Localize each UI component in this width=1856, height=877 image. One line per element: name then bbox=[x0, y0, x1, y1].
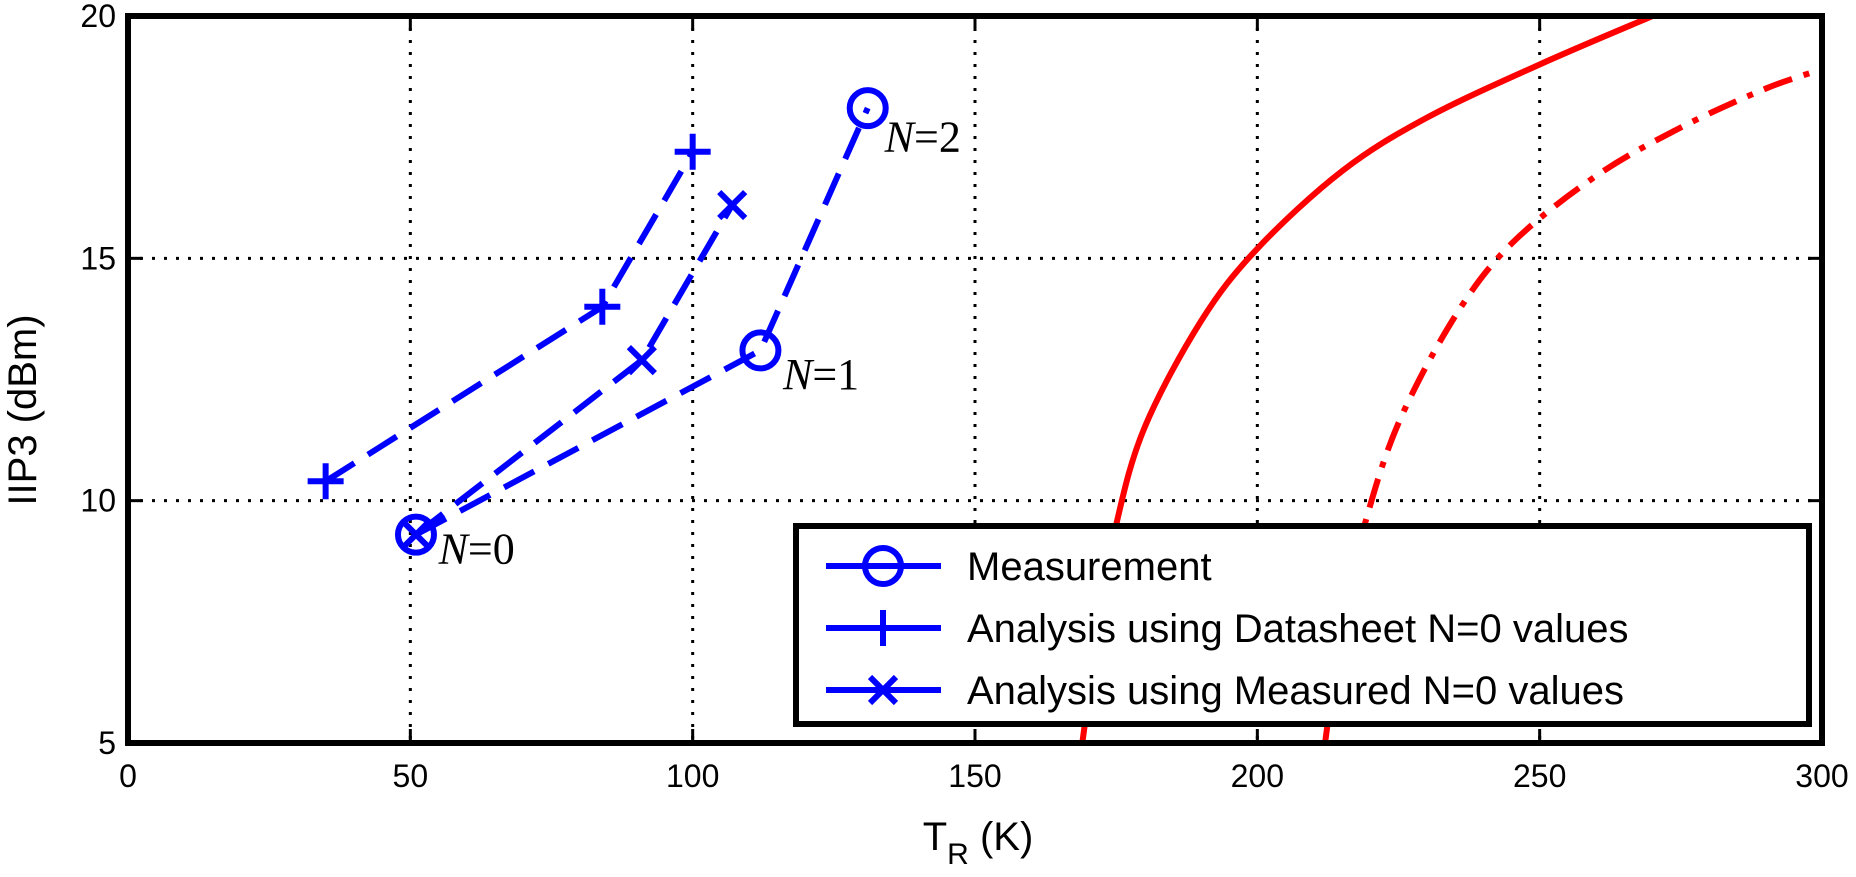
legend-marker-b bbox=[867, 674, 899, 706]
x-tick-label: 0 bbox=[119, 758, 137, 794]
y-tick-label: 10 bbox=[80, 483, 116, 519]
legend-marker bbox=[865, 610, 901, 646]
y-tick-label: 15 bbox=[80, 240, 116, 276]
legend-marker bbox=[867, 674, 899, 706]
annotation-label: N=0 bbox=[438, 525, 515, 574]
legend-marker bbox=[862, 545, 904, 587]
y-tick-label: 20 bbox=[80, 0, 116, 34]
x-tick-label: 250 bbox=[1513, 758, 1566, 794]
series-3-point bbox=[717, 189, 748, 221]
x-tick-label: 50 bbox=[393, 758, 429, 794]
annotation-value: =1 bbox=[812, 350, 859, 399]
annotation-italic: N bbox=[438, 525, 471, 574]
series-1-point bbox=[394, 513, 437, 556]
series-3-line bbox=[414, 203, 735, 537]
annotation-label: N=2 bbox=[884, 113, 961, 162]
legend-item-2: Analysis using Datasheet N=0 values bbox=[826, 607, 1628, 651]
legend-label: Analysis using Measured N=0 values bbox=[967, 669, 1624, 713]
x-tick-label: 100 bbox=[666, 758, 719, 794]
series-3-point-b bbox=[400, 519, 432, 550]
axis-ticks: 0 50 100 150 200 250 300 5 10 15 20 bbox=[80, 0, 1848, 794]
legend-box bbox=[793, 523, 1812, 727]
x-axis-label: TR (K) bbox=[923, 815, 1034, 871]
series-2-point bbox=[584, 288, 621, 325]
series-3-point-b bbox=[626, 345, 657, 376]
series-1 bbox=[394, 87, 889, 556]
x-axis-label-subscript: R bbox=[947, 838, 969, 871]
data-series bbox=[307, 87, 889, 556]
y-tick-label: 5 bbox=[98, 725, 116, 761]
annotation-value: =2 bbox=[914, 113, 961, 162]
series-2-point bbox=[674, 133, 711, 170]
series-1-line bbox=[414, 106, 871, 538]
point-annotations: N=0N=1N=2 bbox=[438, 113, 961, 574]
series-2-line bbox=[324, 150, 696, 484]
series-3-point bbox=[400, 519, 432, 550]
legend-label: Analysis using Datasheet N=0 values bbox=[967, 607, 1628, 651]
legend-item-1: Measurement bbox=[826, 545, 1212, 589]
y-axis-label: IIP3 (dBm) bbox=[1, 314, 45, 505]
x-tick-label: 150 bbox=[948, 758, 1001, 794]
series-3-point bbox=[626, 345, 657, 376]
series-2 bbox=[307, 133, 711, 500]
annotation-label: N=1 bbox=[782, 350, 859, 399]
legend-item-3: Analysis using Measured N=0 values bbox=[826, 669, 1624, 713]
series-1-point bbox=[739, 329, 782, 372]
series-1-point bbox=[846, 87, 889, 130]
x-tick-label: 300 bbox=[1795, 758, 1848, 794]
annotation-italic: N bbox=[884, 113, 917, 162]
legend-label: Measurement bbox=[967, 545, 1212, 589]
annotation-italic: N bbox=[782, 350, 815, 399]
x-tick-label: 200 bbox=[1231, 758, 1284, 794]
x-axis-label-unit: (K) bbox=[969, 815, 1033, 859]
legend: Measurement Analysis using Datasheet N=0 … bbox=[793, 523, 1812, 727]
series-3-point-b bbox=[717, 189, 748, 221]
series-3 bbox=[400, 189, 748, 550]
annotation-value: =0 bbox=[468, 525, 515, 574]
x-axis-label-main: T bbox=[923, 815, 947, 859]
series-2-point bbox=[307, 463, 344, 500]
